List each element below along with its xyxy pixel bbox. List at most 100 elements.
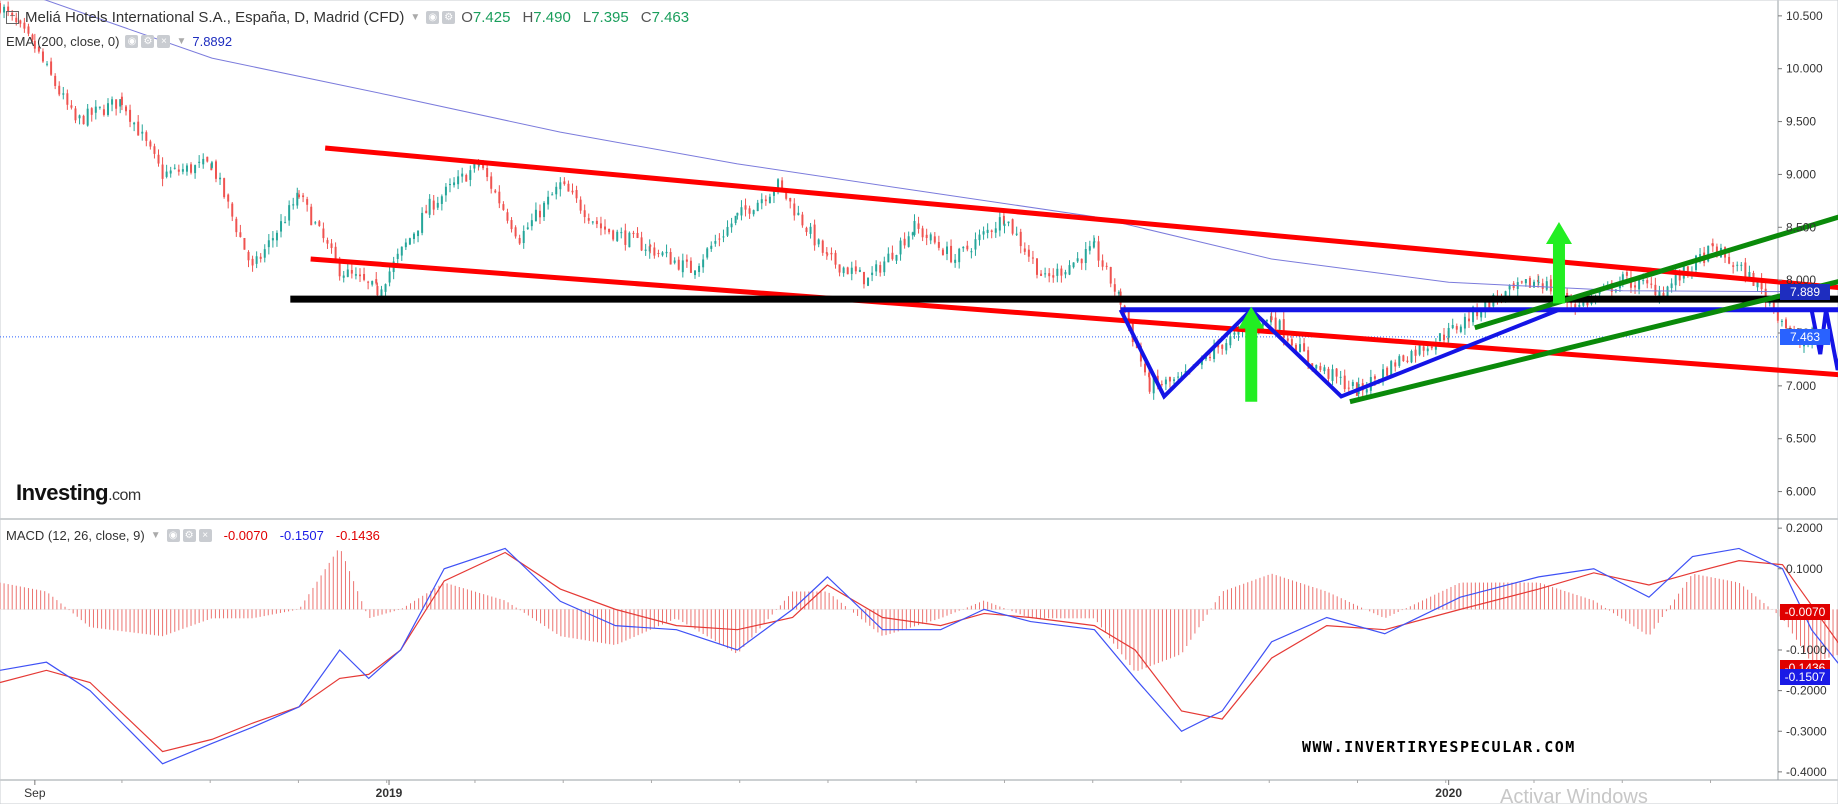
candle-body (1402, 355, 1405, 362)
candle-body (161, 164, 164, 179)
axes: 6.0006.5007.0007.5008.0008.5009.0009.500… (24, 9, 1827, 800)
candle-body (722, 236, 725, 238)
drawings[interactable] (290, 145, 1838, 405)
candle-body (1270, 316, 1273, 321)
candle-body (911, 232, 914, 236)
candle-body (1040, 273, 1043, 276)
macd-tick-label: -0.1000 (1786, 643, 1827, 657)
candle-body (1582, 302, 1585, 306)
candle-body (137, 121, 140, 136)
chevron-down-icon[interactable]: ▼ (410, 12, 421, 23)
candle-body (1015, 233, 1018, 235)
candle-body (694, 270, 697, 276)
candle-body (1504, 291, 1507, 298)
chevron-down-icon[interactable]: ▼ (150, 530, 161, 541)
candle-body (465, 175, 468, 182)
candle-body (1768, 302, 1771, 304)
candle-body (1711, 243, 1714, 247)
candle-body (1545, 281, 1548, 290)
candle-body (1533, 281, 1536, 288)
candle-body (1177, 376, 1180, 378)
candle-body (1209, 357, 1212, 359)
macd-buttons: ◉ ⚙ × (166, 529, 212, 542)
candle-body (1007, 221, 1010, 224)
close-icon[interactable]: × (198, 529, 212, 542)
candle-body (1056, 268, 1059, 276)
macd-line-tag: -0.1507 (1780, 668, 1830, 685)
candle-body (1160, 384, 1163, 386)
main-legend: − Meliá Hotels International S.A., Españ… (6, 9, 689, 26)
gear-icon[interactable]: ⚙ (442, 11, 456, 24)
candle-body (1394, 362, 1397, 367)
candle-body (27, 26, 30, 34)
gear-icon[interactable]: ⚙ (141, 35, 155, 48)
eye-icon[interactable]: ◉ (166, 529, 180, 542)
candle-body (66, 93, 69, 105)
candle-body (1426, 348, 1429, 352)
candle-body (1093, 241, 1096, 243)
candle-body (1282, 319, 1285, 339)
candle-body (1035, 258, 1038, 275)
candle-body (518, 237, 521, 244)
candle-body (181, 169, 184, 172)
candle-body (522, 230, 525, 244)
candle-body (1101, 260, 1104, 267)
candle-body (768, 196, 771, 204)
candle-body (223, 178, 226, 198)
candle-body (1278, 320, 1281, 330)
candle-body (547, 196, 550, 205)
windows-activation-notice: Activar Windows (1500, 786, 1648, 808)
candle-body (334, 246, 337, 260)
price-tick-label: 10.500 (1786, 9, 1823, 23)
candle-body (801, 214, 804, 226)
candle-body (1365, 389, 1368, 393)
candle-body (404, 242, 407, 248)
candle-body (1678, 274, 1681, 281)
price-tick-label: 9.500 (1786, 115, 1816, 129)
candle-body (879, 265, 882, 273)
candle-body (363, 274, 366, 280)
candle-body (1148, 377, 1151, 392)
candle-body (891, 252, 894, 260)
candle-body (1629, 278, 1632, 288)
candle-body (376, 286, 379, 296)
candle-body (90, 108, 93, 115)
candle-body (1213, 346, 1216, 359)
close-icon[interactable]: × (157, 35, 171, 48)
candle-body (482, 162, 485, 169)
price-tick-label: 6.500 (1786, 432, 1816, 446)
candle-body (1109, 267, 1112, 284)
candle-body (954, 259, 957, 263)
candle-body (58, 85, 61, 95)
candle-body (380, 289, 383, 297)
candle-body (70, 105, 73, 108)
candle-body (1528, 277, 1531, 288)
candle-body (1072, 262, 1075, 268)
candle-body (1524, 279, 1527, 284)
macd-tick-label: -0.2000 (1786, 684, 1827, 698)
candle-body (1052, 275, 1055, 278)
chevron-down-icon[interactable]: ▼ (176, 36, 187, 47)
macd-line (0, 547, 1838, 765)
candle-body (1488, 299, 1491, 308)
candle-body (1327, 368, 1330, 379)
candle-body (306, 199, 309, 205)
candle-body (1274, 317, 1277, 330)
candle-body (271, 238, 274, 241)
eye-icon[interactable]: ◉ (125, 35, 139, 48)
red-trendline (310, 256, 1838, 378)
collapse-icon[interactable]: − (6, 11, 19, 24)
gear-icon[interactable]: ⚙ (182, 529, 196, 542)
candle-body (1472, 306, 1475, 323)
candle-body (267, 240, 270, 248)
candle-body (1776, 309, 1779, 321)
macd-tick-label: 0.1000 (1786, 562, 1823, 576)
candle-body (555, 186, 558, 195)
candle-body (1736, 264, 1739, 266)
candle-body (1113, 284, 1116, 292)
eye-icon[interactable]: ◉ (426, 11, 440, 24)
candle-body (62, 93, 65, 95)
candle-body (1068, 265, 1071, 275)
